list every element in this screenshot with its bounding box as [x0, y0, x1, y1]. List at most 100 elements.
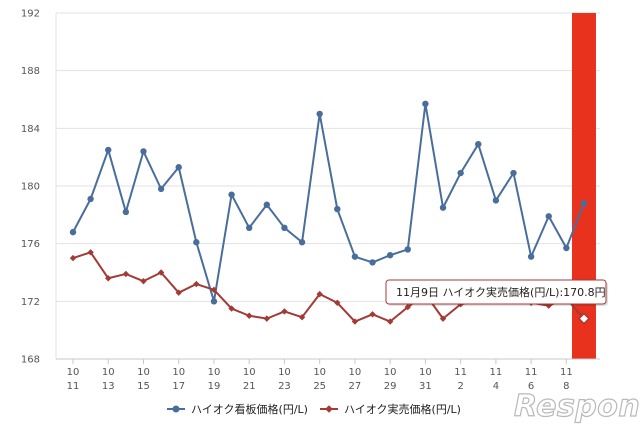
x-axis: 10 11 10 13 10 15 10 17 10 19 10 21 10 23 10 25 10 27 10 29…	[56, 358, 600, 392]
highlight-band-rect	[571, 13, 596, 359]
grid-lines	[56, 12, 600, 360]
legend-label: ハイオク看板価格(円/L)	[191, 402, 308, 416]
series-2-point[interactable]	[87, 249, 94, 256]
series-1-point[interactable]	[510, 169, 517, 177]
y-tick-label: 172	[21, 297, 40, 308]
series-1-point[interactable]	[175, 164, 182, 171]
series-2-point[interactable]	[175, 289, 182, 296]
series-1-point[interactable]	[475, 140, 482, 148]
series-1-point[interactable]	[316, 110, 323, 118]
tooltip: 11月9日 ハイオク実売価格(円/L):170.8円	[385, 279, 608, 306]
series-2-point[interactable]	[263, 315, 271, 322]
series-1-point[interactable]	[210, 298, 218, 305]
y-axis: 192 188 184 180 176 172 168	[21, 9, 57, 366]
y-tick-label: 176	[21, 239, 40, 250]
series-1-point[interactable]	[334, 205, 341, 213]
x-tick-day: 27	[349, 381, 362, 392]
x-tick-month: 11	[490, 367, 503, 378]
series-1-point[interactable]	[422, 100, 429, 108]
series-2-point[interactable]	[386, 318, 394, 325]
series-1-point[interactable]	[492, 197, 500, 204]
series-1-point[interactable]	[527, 253, 535, 260]
y-tick-label: 180	[21, 182, 40, 193]
series-2-point[interactable]	[105, 275, 112, 282]
x-tick-month: 10	[137, 367, 150, 378]
x-tick-month: 10	[102, 367, 115, 378]
series-2-point[interactable]	[404, 303, 411, 311]
x-tick-month: 11	[454, 367, 467, 378]
x-tick-month: 10	[278, 367, 291, 378]
series-1-point[interactable]	[87, 195, 94, 203]
y-tick-label: 192	[21, 9, 40, 20]
series-2-point[interactable]	[316, 290, 323, 298]
x-tick-month: 11	[560, 367, 573, 378]
series-2-point[interactable]	[122, 270, 130, 278]
series-1-point[interactable]	[281, 224, 288, 232]
x-tick-day: 6	[528, 381, 534, 392]
x-tick-month: 10	[243, 367, 256, 378]
series-2-point[interactable]	[369, 311, 376, 318]
x-tick-month: 10	[67, 367, 80, 378]
series-1-point[interactable]	[369, 259, 376, 266]
series-1-point[interactable]	[563, 244, 570, 252]
x-tick-day: 29	[384, 381, 397, 392]
y-tick-label: 184	[21, 124, 40, 135]
series-1-point[interactable]	[140, 148, 147, 155]
x-tick-day: 2	[457, 381, 463, 392]
tooltip-box	[385, 279, 607, 305]
x-tick-month: 10	[349, 367, 362, 378]
series-2-point[interactable]	[157, 269, 165, 276]
series-2-point[interactable]	[246, 312, 253, 319]
x-tick-day: 17	[172, 381, 185, 392]
x-tick-day: 19	[208, 381, 221, 392]
series-2-point[interactable]	[210, 286, 218, 293]
x-tick-month: 10	[313, 367, 326, 378]
series-line-1	[72, 102, 585, 303]
series-2-point[interactable]	[334, 299, 341, 306]
series-1-point[interactable]	[404, 246, 411, 253]
series-2-point[interactable]	[351, 318, 359, 325]
hovered-point[interactable]	[577, 312, 591, 325]
x-tick-month: 10	[208, 367, 221, 378]
legend-marker	[325, 405, 333, 413]
x-tick-day: 15	[137, 381, 150, 392]
series-1-point[interactable]	[193, 239, 200, 246]
series-2-point[interactable]	[298, 313, 306, 321]
legend-item-1[interactable]: ハイオク看板価格(円/L)	[167, 402, 308, 416]
x-tick-day: 8	[563, 381, 569, 392]
x-tick-day: 23	[278, 381, 291, 392]
x-tick-day: 13	[102, 381, 115, 392]
series-2-point[interactable]	[439, 315, 447, 322]
series-1-point[interactable]	[105, 146, 112, 154]
legend-label: ハイオク実売価格(円/L)	[344, 402, 461, 416]
series-1-point[interactable]	[545, 213, 552, 220]
series-1-point[interactable]	[246, 224, 253, 232]
legend-marker	[172, 405, 180, 413]
series-2-point[interactable]	[193, 280, 200, 288]
series-2-point[interactable]	[281, 308, 288, 315]
series-1-point[interactable]	[439, 204, 447, 211]
series-1-point[interactable]	[228, 191, 235, 198]
series-1-point[interactable]	[351, 253, 359, 260]
series-1-point[interactable]	[457, 169, 464, 177]
series-1-point[interactable]	[263, 201, 271, 208]
legend-item-2[interactable]: ハイオク実売価格(円/L)	[320, 402, 461, 416]
y-tick-label: 168	[21, 355, 40, 366]
x-tick-day: 4	[493, 381, 499, 392]
series-1-point[interactable]	[122, 208, 130, 216]
legend: ハイオク看板価格(円/L) ハイオク実売価格(円/L)	[167, 402, 461, 416]
series-2-point[interactable]	[140, 277, 147, 285]
series-1-point[interactable]	[298, 239, 306, 246]
x-tick-day: 31	[419, 381, 432, 392]
x-tick-month: 11	[525, 367, 538, 378]
x-tick-day: 11	[67, 381, 80, 392]
series-2-point[interactable]	[69, 254, 77, 262]
series-1-point[interactable]	[580, 200, 588, 207]
x-tick-day: 25	[313, 381, 326, 392]
series-1-point[interactable]	[157, 185, 165, 193]
series-2-point[interactable]	[228, 305, 235, 312]
x-tick-month: 10	[419, 367, 432, 378]
series-1-point[interactable]	[69, 228, 77, 236]
series-1-point[interactable]	[386, 252, 394, 259]
